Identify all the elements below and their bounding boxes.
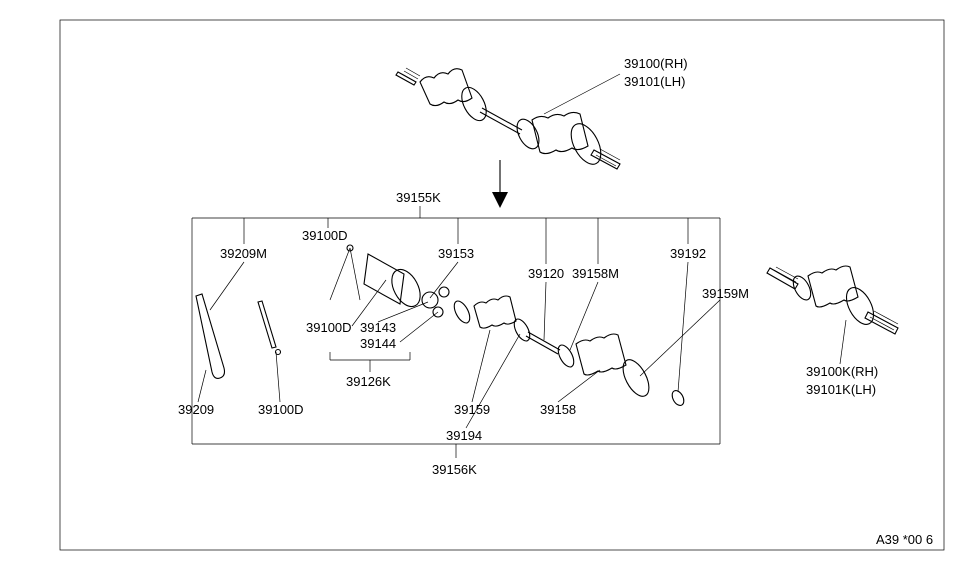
label-39159M: 39159M xyxy=(702,286,749,301)
label-39209: 39209 xyxy=(178,402,214,417)
label-39100K-rh: 39100K(RH) xyxy=(806,364,878,379)
diagram-id: A39 *00 6 xyxy=(876,532,933,547)
label-39156K: 39156K xyxy=(432,462,477,477)
label-39158: 39158 xyxy=(540,402,576,417)
label-39192: 39192 xyxy=(670,246,706,261)
top-shaft-assembly xyxy=(396,68,620,169)
label-39144: 39144 xyxy=(360,336,396,351)
right-shaft-subassembly xyxy=(767,266,898,334)
label-39100D-bottom: 39100D xyxy=(258,402,304,417)
label-39155K: 39155K xyxy=(396,190,441,205)
label-39143: 39143 xyxy=(360,320,396,335)
parts-diagram: 39100(RH) 39101(LH) 39155K 39209M 39100D… xyxy=(0,0,975,566)
label-39101K-lh: 39101K(LH) xyxy=(806,382,876,397)
arrow-down-icon xyxy=(492,160,508,208)
label-39126K: 39126K xyxy=(346,374,391,389)
label-39100D-top: 39100D xyxy=(302,228,348,243)
label-39194: 39194 xyxy=(446,428,482,443)
label-39120: 39120 xyxy=(528,266,564,281)
label-39209M: 39209M xyxy=(220,246,267,261)
label-39159: 39159 xyxy=(454,402,490,417)
label-39101-lh: 39101(LH) xyxy=(624,74,685,89)
label-39153: 39153 xyxy=(438,246,474,261)
label-39100-rh: 39100(RH) xyxy=(624,56,688,71)
label-39100D-leader: 39100D xyxy=(306,320,352,335)
label-39158M: 39158M xyxy=(572,266,619,281)
